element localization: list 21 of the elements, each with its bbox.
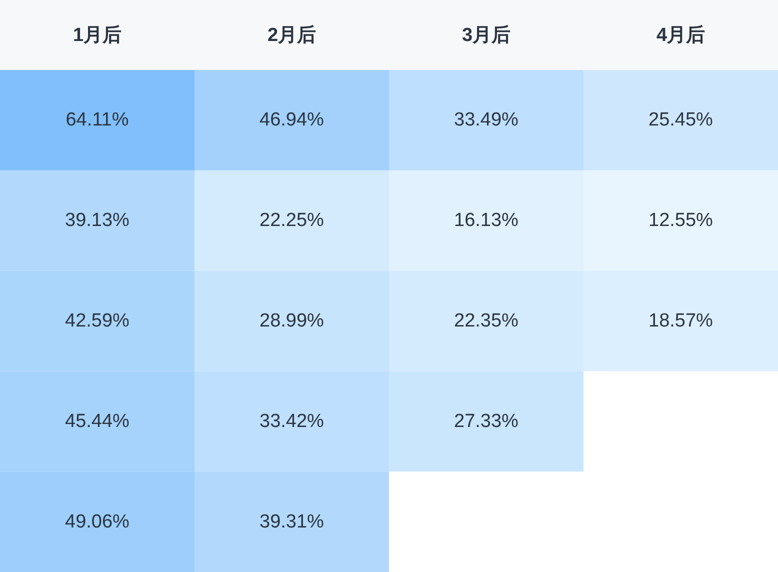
data-label: 45.44% [65,410,130,432]
data-label: 42.59% [65,310,130,332]
data-label: 16.13% [454,210,519,232]
data-label: 28.99% [260,310,324,332]
data-label: 49.06% [65,511,130,532]
data-label: 39.31% [260,511,324,532]
data-label: 39.13% [65,210,130,232]
data-label: 33.42% [260,410,324,432]
x-tick-label: 4月后 [656,24,706,48]
data-label: 22.25% [260,210,324,232]
data-label: 64.11% [66,110,129,131]
data-label: 18.57% [648,310,714,332]
data-label: 22.35% [454,310,519,332]
x-tick-label: 1月后 [72,24,122,48]
x-tick-label: 2月后 [267,24,316,48]
data-label: 12.55% [648,210,714,232]
x-tick-label: 3月后 [462,24,511,48]
data-label: 27.33% [454,410,519,432]
data-label: 25.45% [648,110,714,131]
data-label: 33.49% [454,110,519,131]
data-label: 46.94% [260,110,324,131]
